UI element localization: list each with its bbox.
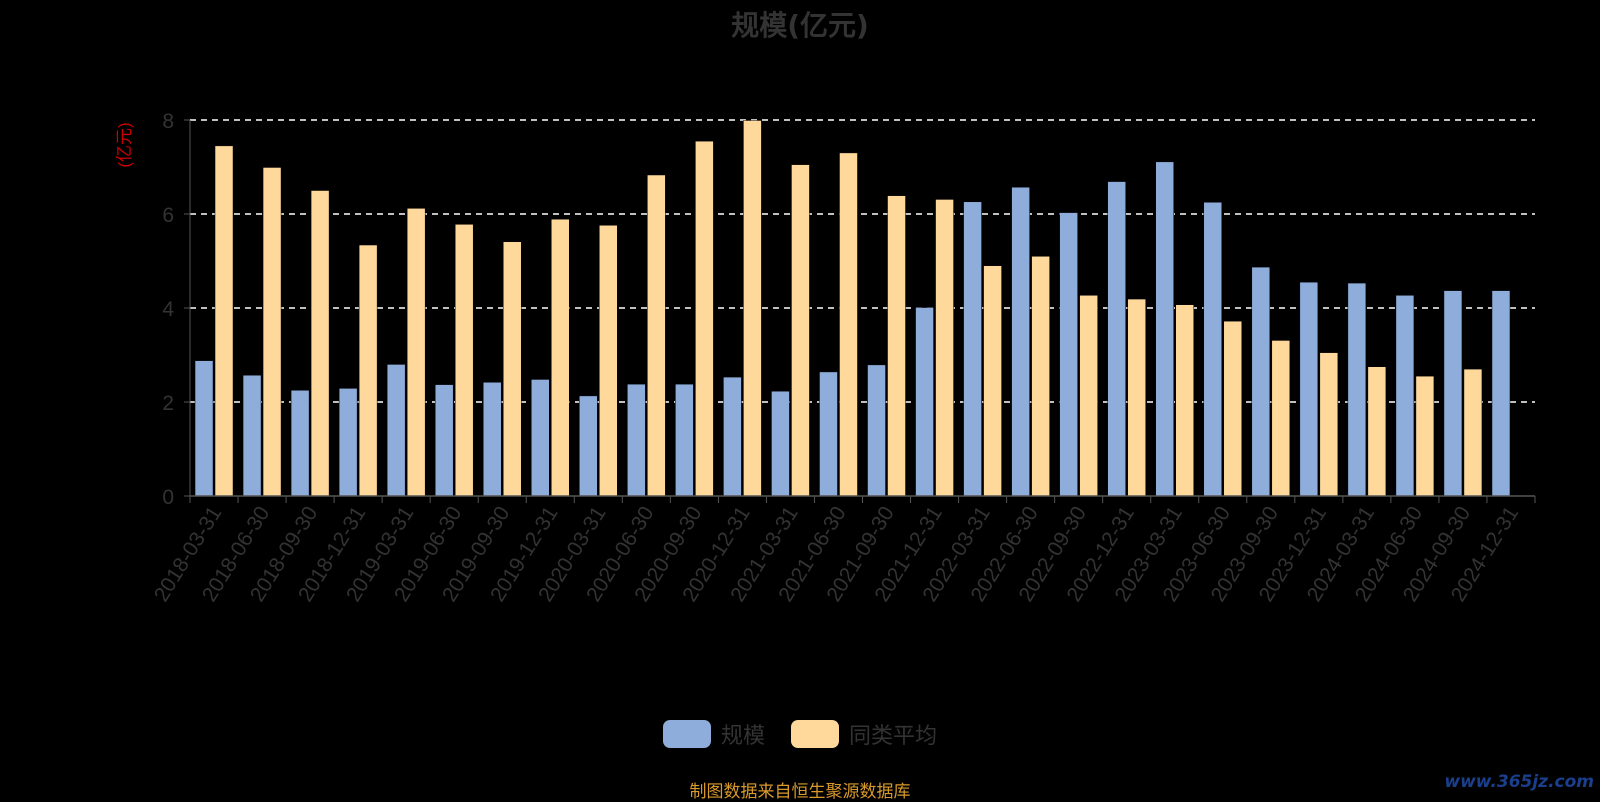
- bar-average[interactable]: [1031, 256, 1050, 497]
- bar-scale[interactable]: [675, 383, 694, 497]
- bar-scale[interactable]: [338, 388, 358, 497]
- bar-average[interactable]: [1319, 352, 1339, 497]
- bars: [194, 120, 1511, 497]
- y-axis-unit-label: (亿元): [115, 122, 134, 167]
- bar-average[interactable]: [1127, 298, 1146, 497]
- bar-scale[interactable]: [1443, 290, 1463, 497]
- y-tick-label: 8: [162, 110, 174, 133]
- bar-average[interactable]: [502, 241, 522, 497]
- bar-average[interactable]: [1463, 368, 1483, 497]
- bar-average[interactable]: [1079, 295, 1098, 497]
- bar-average[interactable]: [599, 225, 618, 497]
- bar-scale[interactable]: [723, 376, 742, 497]
- bar-scale[interactable]: [1395, 295, 1415, 497]
- bar-average[interactable]: [695, 140, 714, 497]
- bar-scale[interactable]: [1155, 161, 1174, 497]
- bar-average[interactable]: [887, 195, 906, 497]
- bar-scale[interactable]: [1011, 186, 1030, 497]
- bar-scale[interactable]: [1299, 281, 1319, 497]
- bar-scale[interactable]: [1203, 202, 1223, 497]
- source-note: 制图数据来自恒生聚源数据库: [689, 782, 911, 802]
- bar-scale[interactable]: [771, 390, 790, 497]
- bar-average[interactable]: [310, 190, 330, 497]
- bar-average[interactable]: [454, 224, 474, 497]
- bar-scale[interactable]: [242, 374, 262, 497]
- bar-average[interactable]: [358, 244, 378, 497]
- watermark: www.365jz.com: [1444, 772, 1594, 792]
- bar-average[interactable]: [406, 208, 426, 497]
- legend-swatch-average: [791, 720, 839, 748]
- bar-scale[interactable]: [194, 360, 214, 497]
- y-tick-label: 2: [162, 392, 174, 415]
- bar-scale[interactable]: [819, 371, 838, 497]
- bar-scale[interactable]: [1491, 290, 1511, 497]
- bar-scale[interactable]: [1347, 282, 1367, 497]
- y-tick-label: 6: [162, 204, 174, 227]
- y-tick-label: 4: [162, 298, 174, 321]
- bar-scale[interactable]: [531, 379, 550, 497]
- bar-average[interactable]: [1415, 375, 1435, 497]
- bar-scale[interactable]: [1251, 266, 1271, 497]
- bar-scale[interactable]: [386, 364, 406, 497]
- bar-average[interactable]: [214, 145, 234, 497]
- y-tick-label: 0: [162, 486, 174, 509]
- bar-average[interactable]: [551, 218, 570, 497]
- bar-scale[interactable]: [627, 383, 646, 497]
- bar-average[interactable]: [647, 174, 666, 497]
- bar-average[interactable]: [1367, 366, 1387, 497]
- bar-scale[interactable]: [290, 390, 310, 497]
- bar-scale[interactable]: [867, 364, 886, 497]
- legend-label-average: 同类平均: [849, 724, 938, 749]
- bar-scale[interactable]: [915, 307, 934, 497]
- bar-average[interactable]: [935, 199, 954, 497]
- legend-swatch-scale: [662, 720, 711, 748]
- bar-average[interactable]: [262, 167, 282, 497]
- bar-average[interactable]: [1223, 320, 1243, 497]
- bar-scale[interactable]: [963, 201, 982, 497]
- bar-average[interactable]: [743, 120, 762, 497]
- bar-scale[interactable]: [1107, 181, 1126, 497]
- bar-scale[interactable]: [434, 384, 454, 497]
- bar-average[interactable]: [1175, 304, 1194, 497]
- legend-label-scale: 规模: [720, 724, 765, 749]
- bar-average[interactable]: [983, 265, 1002, 497]
- bar-scale[interactable]: [482, 382, 502, 497]
- bar-scale[interactable]: [1059, 212, 1078, 497]
- chart-title: 规模(亿元): [731, 9, 869, 42]
- bar-average[interactable]: [839, 152, 858, 497]
- legend: 规模 同类平均: [0, 718, 1600, 750]
- bar-average[interactable]: [791, 164, 810, 497]
- legend-item-scale[interactable]: 规模: [662, 718, 765, 750]
- legend-item-average[interactable]: 同类平均: [791, 718, 937, 750]
- bar-scale[interactable]: [579, 395, 598, 497]
- bar-average[interactable]: [1271, 340, 1291, 497]
